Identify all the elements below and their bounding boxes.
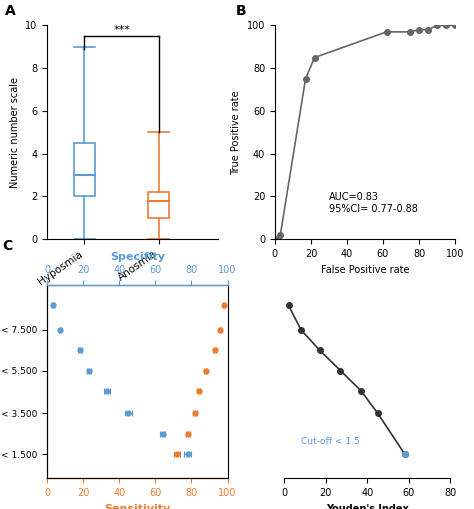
Text: B: B	[235, 4, 246, 18]
X-axis label: False Positive rate: False Positive rate	[321, 265, 409, 274]
Text: A: A	[5, 4, 16, 18]
Text: Cut-off < 1.5: Cut-off < 1.5	[301, 437, 360, 446]
Y-axis label: Numeric number scale: Numeric number scale	[10, 77, 20, 188]
Text: C: C	[2, 239, 13, 253]
Y-axis label: True Positive rate: True Positive rate	[231, 90, 241, 175]
Text: AUC=0.83
95%CI= 0.77-0.88: AUC=0.83 95%CI= 0.77-0.88	[329, 192, 418, 214]
X-axis label: Youden's Index: Youden's Index	[326, 504, 409, 509]
Text: ***: ***	[113, 25, 130, 35]
Bar	[74, 143, 95, 196]
Bar	[148, 192, 169, 218]
X-axis label: Specifity: Specifity	[110, 252, 165, 262]
X-axis label: Sensitivity: Sensitivity	[104, 504, 171, 509]
